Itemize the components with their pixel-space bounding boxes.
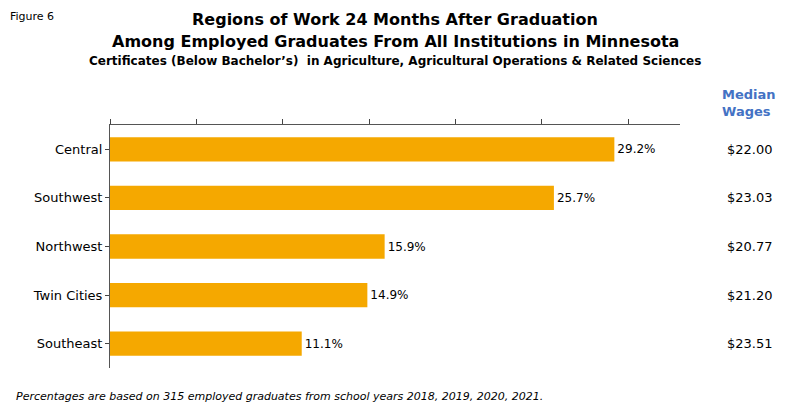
svg-text:Certificates (Below Bachelor’s: Certificates (Below Bachelor’s) in Agric… bbox=[89, 54, 701, 68]
svg-text:Southwest: Southwest bbox=[34, 190, 102, 205]
svg-text:$22.00: $22.00 bbox=[727, 142, 773, 157]
svg-text:Northwest: Northwest bbox=[36, 239, 103, 254]
svg-text:Central: Central bbox=[55, 142, 102, 157]
svg-text:MedianWages: MedianWages bbox=[722, 87, 776, 119]
svg-text:15.9%: 15.9% bbox=[388, 240, 426, 254]
svg-text:Among Employed Graduates From: Among Employed Graduates From All Instit… bbox=[112, 32, 679, 51]
svg-text:Twin Cities: Twin Cities bbox=[33, 288, 103, 303]
svg-text:29.2%: 29.2% bbox=[617, 142, 655, 156]
svg-text:25.7%: 25.7% bbox=[557, 191, 595, 205]
svg-text:Figure 6: Figure 6 bbox=[10, 10, 54, 23]
svg-text:11.1%: 11.1% bbox=[305, 337, 343, 351]
svg-text:$23.03: $23.03 bbox=[727, 190, 773, 205]
svg-text:Regions of Work 24 Months Afte: Regions of Work 24 Months After Graduati… bbox=[192, 10, 598, 29]
svg-text:$20.77: $20.77 bbox=[727, 239, 773, 254]
svg-text:$21.20: $21.20 bbox=[727, 288, 773, 303]
svg-text:Southeast: Southeast bbox=[37, 336, 103, 351]
svg-text:$23.51: $23.51 bbox=[727, 336, 773, 351]
svg-text:14.9%: 14.9% bbox=[370, 288, 408, 302]
svg-text:Percentages are based on 315 e: Percentages are based on 315 employed gr… bbox=[16, 390, 543, 403]
